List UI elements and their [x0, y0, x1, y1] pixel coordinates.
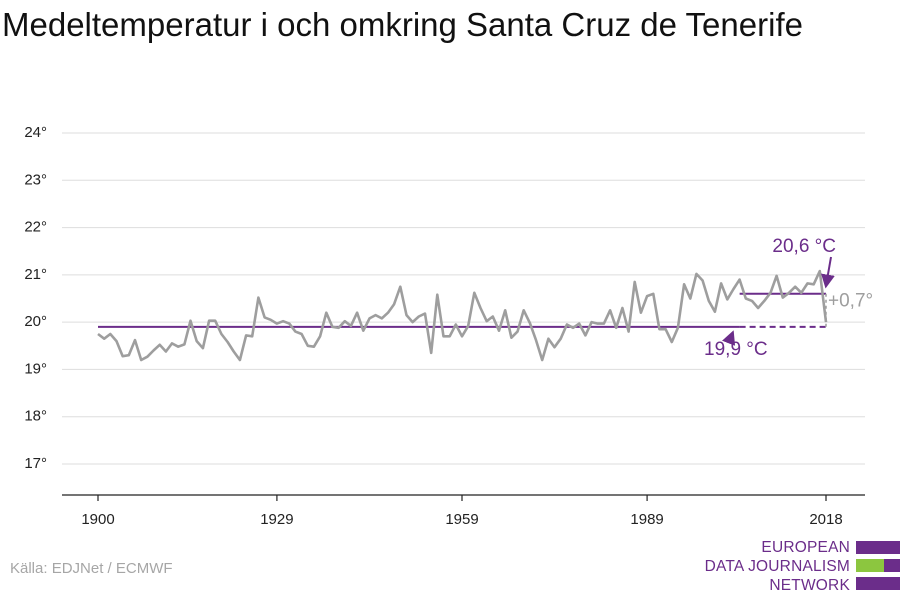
baseline-mean-label: 19,9 °C	[704, 339, 768, 360]
logo-bar-purple-top	[856, 541, 900, 554]
difference-label: +0,7°	[828, 290, 873, 311]
y-tick-label: 23°	[24, 171, 47, 188]
y-tick-label: 19°	[24, 360, 47, 377]
y-axis-ticks: 17° 18° 19° 20° 21° 22° 23° 24°	[24, 124, 47, 472]
logo-bar-purple-bottom	[856, 577, 900, 590]
y-tick-label: 18°	[24, 408, 47, 425]
logo-line-2: DATA JOURNALISM	[704, 558, 850, 575]
y-tick-label: 21°	[24, 266, 47, 283]
chart-title: Medeltemperatur i och omkring Santa Cruz…	[2, 6, 803, 43]
x-tick-label: 1929	[260, 511, 293, 528]
y-tick-label: 22°	[24, 219, 47, 236]
baseline-mean-arrow	[722, 330, 736, 346]
temperature-series-line	[97, 269, 828, 362]
series-group	[97, 269, 828, 362]
y-tick-label: 17°	[24, 455, 47, 472]
x-tick-label: 1959	[445, 511, 478, 528]
logo-bar-white-gap	[884, 559, 900, 572]
y-tick-label: 20°	[24, 313, 47, 330]
grid-lines	[62, 132, 865, 465]
x-axis-ticks: 1900 1929 1959 1989 2018	[81, 495, 843, 528]
recent-mean-arrow	[821, 256, 835, 289]
logo-text: EUROPEAN DATA JOURNALISM NETWORK	[705, 538, 850, 595]
recent-mean-label: 20,6 °C	[772, 236, 836, 257]
x-tick-label: 2018	[809, 511, 842, 528]
logo-line-1: EUROPEAN	[761, 539, 850, 556]
logo-bar-green	[856, 559, 884, 572]
x-tick-label: 1989	[630, 511, 663, 528]
source-note: Källa: EDJNet / ECMWF	[10, 560, 173, 577]
x-tick-label: 1900	[81, 511, 114, 528]
annotations: +0,7° 20,6 °C 19,9 °C	[704, 236, 873, 360]
y-tick-label: 24°	[24, 124, 47, 141]
edjnet-logo: EUROPEAN DATA JOURNALISM NETWORK	[700, 538, 900, 596]
logo-line-3: NETWORK	[769, 577, 850, 594]
